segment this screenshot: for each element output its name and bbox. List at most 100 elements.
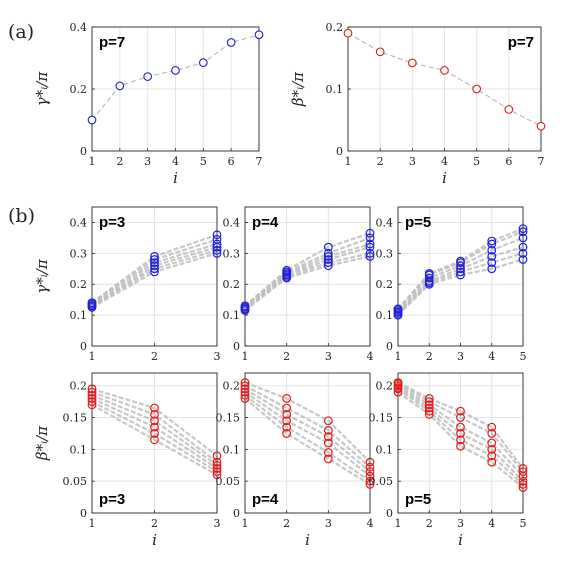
y-tick-label: 0 (80, 340, 87, 353)
y-tick-label: 0.1 (70, 443, 88, 456)
data-point (456, 270, 465, 280)
panel-tag-a: (a) (8, 21, 34, 43)
data-point (87, 400, 97, 410)
data-point (365, 462, 375, 472)
data-point (365, 248, 375, 258)
y-axis-label: β*ᵢ/π (289, 71, 307, 107)
chart-b-b4: 1 2 3 4 0 0.05 0.1 0.15 0.2 i p=4 (216, 372, 375, 549)
x-tick-label: 6 (228, 155, 235, 168)
data-point (518, 242, 528, 252)
p-label: p=7 (99, 34, 125, 51)
x-tick-label: 5 (473, 155, 480, 168)
data-point (365, 479, 375, 489)
data-point (150, 252, 159, 261)
data-point (518, 479, 528, 489)
data-point (87, 115, 97, 125)
data-point (212, 467, 222, 477)
data-point (212, 230, 222, 240)
data-point (456, 406, 465, 416)
data-point (150, 416, 159, 426)
panel-tag-b: (b) (8, 205, 35, 227)
chart-b-g5: 1 2 3 4 5 0 0.1 0.2 0.3 0.4 p=5 (376, 206, 528, 363)
data-point (424, 397, 434, 407)
x-tick-label: 1 (89, 350, 96, 363)
data-point (212, 235, 222, 244)
ensemble-line (91, 403, 218, 476)
y-tick-label: 0.2 (376, 380, 394, 393)
x-tick-label: 6 (505, 155, 512, 168)
axes-frame (244, 372, 371, 514)
data-point (150, 409, 159, 419)
data-point (487, 236, 497, 246)
x-tick-label: 3 (409, 155, 416, 168)
p-label: p=3 (99, 491, 125, 508)
x-tick-label: 4 (172, 155, 179, 168)
y-tick-label: 0.4 (223, 216, 241, 229)
ensemble-line (397, 384, 524, 477)
data-point (440, 66, 449, 75)
y-axis-label: β*ᵢ/π (33, 425, 51, 461)
data-point (240, 378, 250, 387)
data-point (212, 464, 222, 473)
x-tick-label: 2 (151, 350, 158, 363)
y-tick-label: 0.1 (376, 309, 394, 322)
data-point (240, 394, 250, 403)
y-tick-label: 0 (233, 507, 240, 520)
data-point (282, 429, 292, 438)
x-axis-label: i (305, 531, 310, 549)
x-tick-label: 2 (377, 155, 384, 168)
ensemble-line (244, 232, 371, 307)
data-point (323, 258, 333, 268)
charts: 1 2 3 4 5 6 7 0 0.2 0.4 i γ*ᵢ/π p=7 1 2 3 4 5 6 7 0 0.1 0.2 i β*… (33, 21, 546, 549)
x-tick-label: 3 (144, 155, 151, 168)
data-point (393, 378, 403, 387)
x-tick-label: 4 (441, 155, 448, 168)
data-point (87, 384, 97, 394)
y-tick-label: 0.1 (376, 443, 394, 456)
y-tick-label: 0.2 (223, 278, 241, 291)
ensemble-line (244, 255, 371, 312)
x-axis-label: i (442, 169, 447, 187)
y-tick-label: 0.1 (223, 309, 241, 322)
x-tick-label: 1 (242, 350, 249, 363)
x-tick-label: 4 (488, 517, 495, 530)
y-tick-label: 0.3 (376, 247, 394, 260)
data-point (518, 483, 528, 492)
data-point (212, 457, 222, 467)
ensemble-line (397, 381, 524, 470)
data-point (487, 264, 497, 274)
data-point (323, 454, 333, 464)
y-tick-label: 0.05 (369, 475, 394, 488)
data-point (115, 81, 125, 91)
data-point (282, 403, 292, 413)
data-point (518, 248, 528, 258)
ensemble-line (397, 391, 524, 489)
y-tick-label: 0.05 (63, 475, 88, 488)
ensemble-line (397, 246, 524, 313)
data-point (487, 451, 497, 461)
y-tick-label: 0 (80, 507, 87, 520)
data-point (212, 460, 222, 470)
y-tick-label: 0 (386, 340, 393, 353)
y-tick-label: 0 (80, 145, 87, 158)
data-point (343, 28, 353, 38)
data-point (282, 409, 292, 419)
data-point (365, 233, 375, 243)
data-point (424, 400, 434, 410)
data-point (323, 242, 333, 252)
data-point (240, 381, 250, 391)
data-point (365, 467, 375, 477)
ensemble-line (91, 387, 218, 457)
ensemble-line (91, 391, 218, 463)
data-point (407, 58, 417, 68)
data-point (150, 261, 159, 271)
data-point (518, 233, 528, 243)
ensemble-line (397, 382, 524, 473)
data-point (424, 269, 434, 278)
y-tick-label: 0.2 (70, 83, 88, 96)
data-point (323, 252, 333, 261)
x-tick-label: 3 (214, 517, 221, 530)
x-tick-label: 1 (395, 517, 402, 530)
data-point (240, 384, 250, 394)
ensemble-line (397, 388, 524, 486)
